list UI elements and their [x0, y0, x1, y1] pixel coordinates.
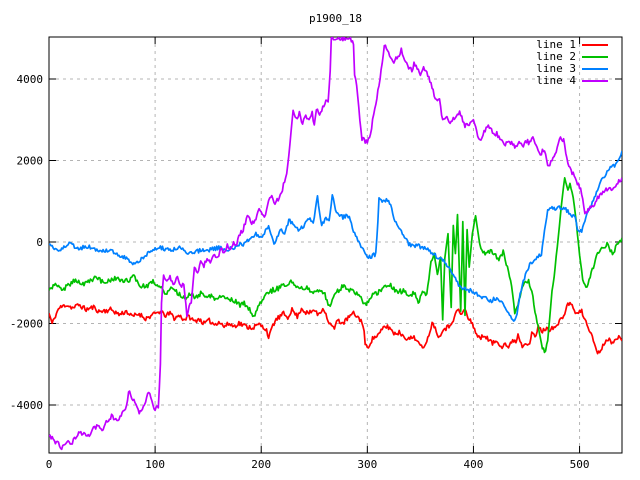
x-tick-label: 400 [464, 458, 484, 471]
legend-label: line 3 [536, 62, 576, 75]
legend-row: line 4 [536, 75, 608, 87]
x-tick-label: 100 [145, 458, 165, 471]
legend-row: line 1 [536, 39, 608, 51]
series-line-3 [49, 150, 622, 322]
legend-row: line 3 [536, 63, 608, 75]
legend-swatch [582, 80, 608, 82]
x-tick-label: 300 [357, 458, 377, 471]
x-tick-label: 500 [570, 458, 590, 471]
series-line-2 [49, 176, 622, 354]
y-tick-label: -2000 [10, 318, 43, 331]
series-line-4 [49, 37, 622, 451]
x-tick-label: 0 [46, 458, 53, 471]
chart-title: p1900_18 [309, 12, 362, 25]
legend-row: line 2 [536, 51, 608, 63]
legend-label: line 4 [536, 74, 576, 87]
plot-border [48, 36, 623, 454]
y-tick-label: 4000 [17, 73, 44, 86]
y-tick-label: -4000 [10, 399, 43, 412]
legend: line 1 line 2 line 3 line 4 [536, 39, 608, 87]
y-tick-label: 2000 [17, 155, 44, 168]
legend-swatch [582, 56, 608, 58]
legend-swatch [582, 44, 608, 46]
x-tick-label: 200 [251, 458, 271, 471]
legend-label: line 2 [536, 50, 576, 63]
legend-label: line 1 [536, 38, 576, 51]
legend-swatch [582, 68, 608, 70]
series-line-1 [49, 301, 622, 355]
y-tick-label: 0 [36, 236, 43, 249]
